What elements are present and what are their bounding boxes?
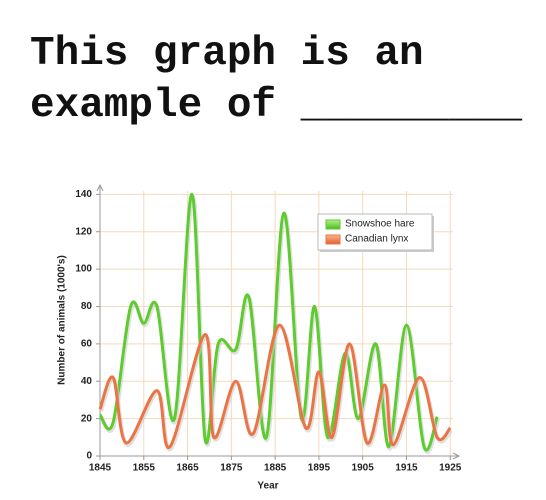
y-axis-label: Number of animals (1000's) bbox=[57, 255, 68, 385]
x-tick-label: 1925 bbox=[439, 463, 462, 474]
legend-swatch bbox=[325, 219, 341, 230]
x-axis bbox=[100, 452, 461, 460]
x-tick-label: 1845 bbox=[89, 463, 112, 474]
y-tick-label: 20 bbox=[81, 413, 93, 424]
x-axis-label: Year bbox=[257, 481, 278, 492]
legend-label: Snowshoe hare bbox=[345, 219, 415, 230]
y-tick-label: 80 bbox=[81, 301, 93, 312]
y-tick-label: 0 bbox=[86, 451, 92, 462]
x-tick-label: 1905 bbox=[352, 463, 375, 474]
legend-label: Canadian lynx bbox=[345, 234, 408, 245]
series-line bbox=[98, 192, 439, 452]
x-tick-label: 1865 bbox=[176, 463, 199, 474]
x-tick-label: 1885 bbox=[264, 463, 287, 474]
legend-swatch bbox=[325, 234, 341, 245]
x-tick-label: 1855 bbox=[133, 463, 156, 474]
y-tick-label: 120 bbox=[75, 226, 92, 237]
x-tick-label: 1915 bbox=[395, 463, 418, 474]
series-line bbox=[98, 323, 452, 449]
heading: This graph is an example of _________ bbox=[30, 31, 523, 129]
x-tick-label: 1875 bbox=[220, 463, 243, 474]
y-tick-label: 140 bbox=[75, 189, 92, 200]
y-tick-label: 60 bbox=[81, 339, 93, 350]
y-tick-label: 100 bbox=[75, 264, 92, 275]
x-tick-label: 1895 bbox=[308, 463, 331, 474]
y-tick-label: 40 bbox=[81, 376, 93, 387]
